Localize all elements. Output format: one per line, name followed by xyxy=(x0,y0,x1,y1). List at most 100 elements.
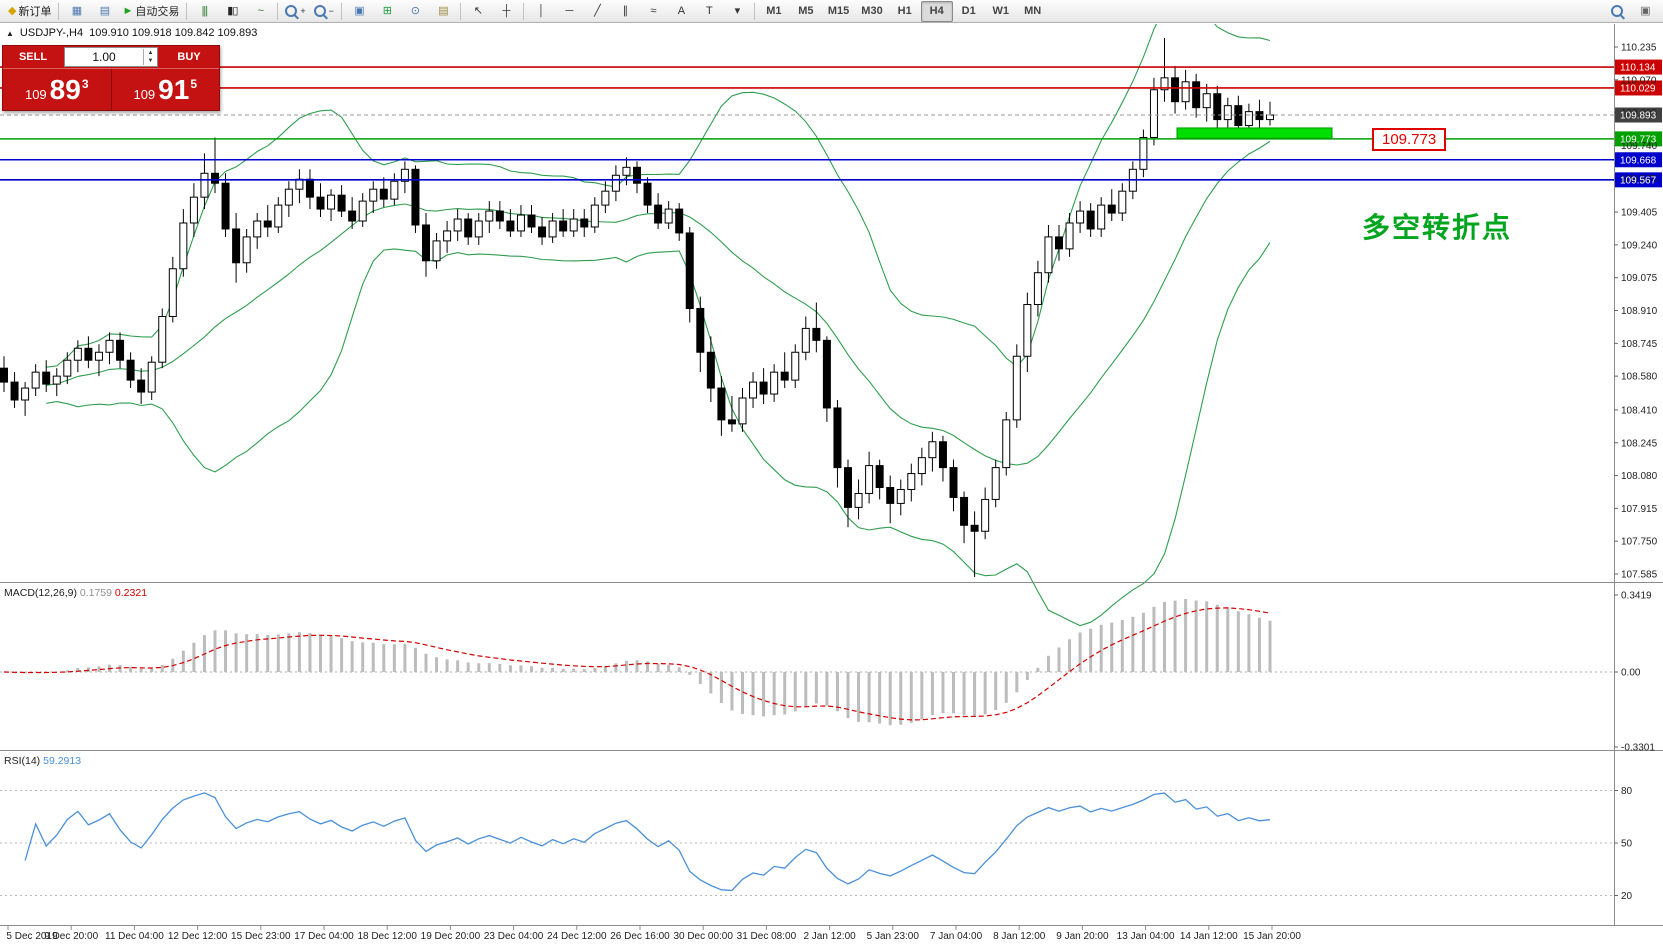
text-tool-icon: A xyxy=(677,4,685,17)
svg-text:11 Dec 04:00: 11 Dec 04:00 xyxy=(105,931,164,942)
svg-text:30 Dec 00:00: 30 Dec 00:00 xyxy=(673,931,733,942)
sell-button[interactable]: SELL xyxy=(18,51,48,63)
volume-up-icon[interactable]: ▲ xyxy=(147,50,154,56)
svg-text:0.3419: 0.3419 xyxy=(1621,591,1652,602)
fibonacci-tool-button[interactable]: ≈ xyxy=(639,1,667,22)
svg-text:109.567: 109.567 xyxy=(1620,175,1657,186)
ask-big-digits: 91 xyxy=(158,73,190,105)
new-order-icon: ◆ xyxy=(8,4,17,17)
timeframe-m1-button[interactable]: M1 xyxy=(758,1,790,22)
volume-down-icon[interactable]: ▼ xyxy=(147,58,154,64)
tile-windows-icon: ▣ xyxy=(354,4,364,17)
indicators-list-icon: ⊞ xyxy=(382,4,392,17)
templates-button[interactable]: ▤ xyxy=(429,1,457,22)
search-button[interactable] xyxy=(1603,1,1631,22)
turning-point-note[interactable]: 多空转折点 xyxy=(1362,212,1513,243)
svg-text:15 Jan 20:00: 15 Jan 20:00 xyxy=(1243,931,1301,942)
line-chart-button[interactable]: ~ xyxy=(246,1,274,22)
svg-text:5 Jan 23:00: 5 Jan 23:00 xyxy=(867,931,920,942)
tile-windows-button[interactable]: ▣ xyxy=(345,1,373,22)
timeframe-m30-label: M30 xyxy=(861,5,883,17)
new-order-label: 新订单 xyxy=(18,6,52,18)
svg-text:110.235: 110.235 xyxy=(1621,43,1657,54)
timeframe-d1-label: D1 xyxy=(961,5,976,17)
svg-text:17 Dec 04:00: 17 Dec 04:00 xyxy=(294,931,354,942)
zoom-badge: − xyxy=(328,6,334,16)
horizontal-line-tool-button[interactable]: ─ xyxy=(555,1,583,22)
new-order-button[interactable]: ◆ 新订单 xyxy=(4,1,55,22)
svg-text:109.405: 109.405 xyxy=(1621,208,1658,219)
one-click-collapse-arrow[interactable]: ▲ xyxy=(6,28,14,38)
svg-text:109.905: 109.905 xyxy=(1621,108,1658,119)
crosshair-tool-button[interactable]: ┼ xyxy=(492,1,520,22)
toolbar-separator xyxy=(753,2,755,20)
ask-prefix: 109 xyxy=(133,87,156,102)
volume-input[interactable]: 1.00 ▲ ▼ xyxy=(64,47,158,67)
shapes-dropdown-button[interactable]: ▾ xyxy=(723,1,751,22)
cursor-tool-button[interactable]: ↖ xyxy=(464,1,492,22)
period-clock-icon: ⊙ xyxy=(410,4,420,17)
timeframe-m5-label: M5 xyxy=(798,5,814,17)
period-clock-button[interactable]: ⊙ xyxy=(401,1,429,22)
svg-text:8 Jan 12:00: 8 Jan 12:00 xyxy=(993,931,1046,942)
timeframe-mn-button[interactable]: MN xyxy=(1017,1,1049,22)
svg-text:12 Dec 12:00: 12 Dec 12:00 xyxy=(168,931,228,942)
ask-price-button[interactable]: 109 91 5 xyxy=(112,69,220,110)
autotrading-button[interactable]: ► 自动交易 xyxy=(118,1,183,22)
bid-price-button[interactable]: 109 89 3 xyxy=(3,69,112,110)
trendline-tool-button[interactable]: ╱ xyxy=(583,1,611,22)
timeframe-m15-button[interactable]: M15 xyxy=(822,1,855,22)
svg-text:24 Dec 12:00: 24 Dec 12:00 xyxy=(547,931,607,942)
macd-signal-line xyxy=(3,607,1271,721)
volume-value[interactable]: 1.00 xyxy=(92,50,116,64)
svg-text:19 Dec 20:00: 19 Dec 20:00 xyxy=(421,931,481,942)
one-click-trading-panel: SELL 1.00 ▲ ▼ BUY 109 89 3 109 91 5 xyxy=(2,45,220,111)
bar-chart-icon: ||| xyxy=(201,4,209,17)
svg-text:109.740: 109.740 xyxy=(1621,141,1658,152)
window-list-button[interactable]: ▣ xyxy=(1631,1,1659,22)
toolbar-separator xyxy=(186,2,188,20)
label-tool-button[interactable]: T xyxy=(695,1,723,22)
candles-layer xyxy=(0,38,1274,577)
svg-text:9 Dec 20:00: 9 Dec 20:00 xyxy=(44,931,98,942)
text-tool-button[interactable]: A xyxy=(667,1,695,22)
candlestick-chart-button[interactable]: ▮▯ xyxy=(218,1,246,22)
channel-tool-button[interactable]: ∥ xyxy=(611,1,639,22)
timeframe-d1-button[interactable]: D1 xyxy=(953,1,985,22)
svg-text:107.750: 107.750 xyxy=(1621,537,1658,548)
price-axis xyxy=(1614,46,1662,575)
zoom-out-button[interactable]: − xyxy=(310,1,338,22)
rsi-line xyxy=(24,792,1271,892)
svg-text:107.585: 107.585 xyxy=(1621,570,1658,581)
timeframe-w1-button[interactable]: W1 xyxy=(985,1,1017,22)
bid-prefix: 109 xyxy=(24,87,47,102)
timeframe-h4-button[interactable]: H4 xyxy=(920,0,953,22)
zone-price-label[interactable]: 109.773 xyxy=(1372,128,1447,151)
svg-text:18 Dec 12:00: 18 Dec 12:00 xyxy=(357,931,417,942)
timeframe-h1-button[interactable]: H1 xyxy=(889,1,921,22)
buy-button[interactable]: BUY xyxy=(177,51,201,63)
bid-pip-digit: 3 xyxy=(81,76,89,91)
chart-window-icon: ▦ xyxy=(71,4,82,17)
macd-histogram xyxy=(13,599,1272,726)
profiles-icon: ▤ xyxy=(99,4,110,17)
symbol-label: USDJPY-,H4 xyxy=(19,27,84,39)
svg-text:31 Dec 08:00: 31 Dec 08:00 xyxy=(737,931,797,942)
zoom-in-button[interactable]: + xyxy=(281,1,309,22)
timeframe-m30-button[interactable]: M30 xyxy=(855,1,888,22)
vertical-line-tool-button[interactable]: │ xyxy=(527,1,555,22)
price-chart-canvas[interactable]: 110.235 110.070 109.905 109.740 109.575 109.4… xyxy=(0,24,1663,944)
timeframe-m5-button[interactable]: M5 xyxy=(790,1,822,22)
indicators-list-button[interactable]: ⊞ xyxy=(373,1,401,22)
profiles-button[interactable]: ▤ xyxy=(90,1,118,22)
volume-stepper[interactable]: ▲ ▼ xyxy=(143,49,157,65)
toolbar-separator xyxy=(522,2,524,20)
svg-text:109.575: 109.575 xyxy=(1621,174,1658,185)
bar-chart-button[interactable]: ||| xyxy=(190,1,218,22)
ohlc-values: 109.910 109.918 109.842 109.893 xyxy=(89,27,258,39)
timeframe-m15-label: M15 xyxy=(827,5,850,17)
macd-label: MACD(12,26,9) 0.1759 0.2321 xyxy=(4,587,147,599)
svg-text:20: 20 xyxy=(1621,891,1633,902)
toolbar: ◆ 新订单 ▦ ▤ ► 自动交易 ||| ▮▯ ~ + − ▣ ⊞ ⊙ ▤ ↖ ┼ │ ─ ╱ ∥ ≈ A T ▾ M1 M5 M15… xyxy=(0,0,1663,23)
chart-window-button[interactable]: ▦ xyxy=(62,1,90,22)
